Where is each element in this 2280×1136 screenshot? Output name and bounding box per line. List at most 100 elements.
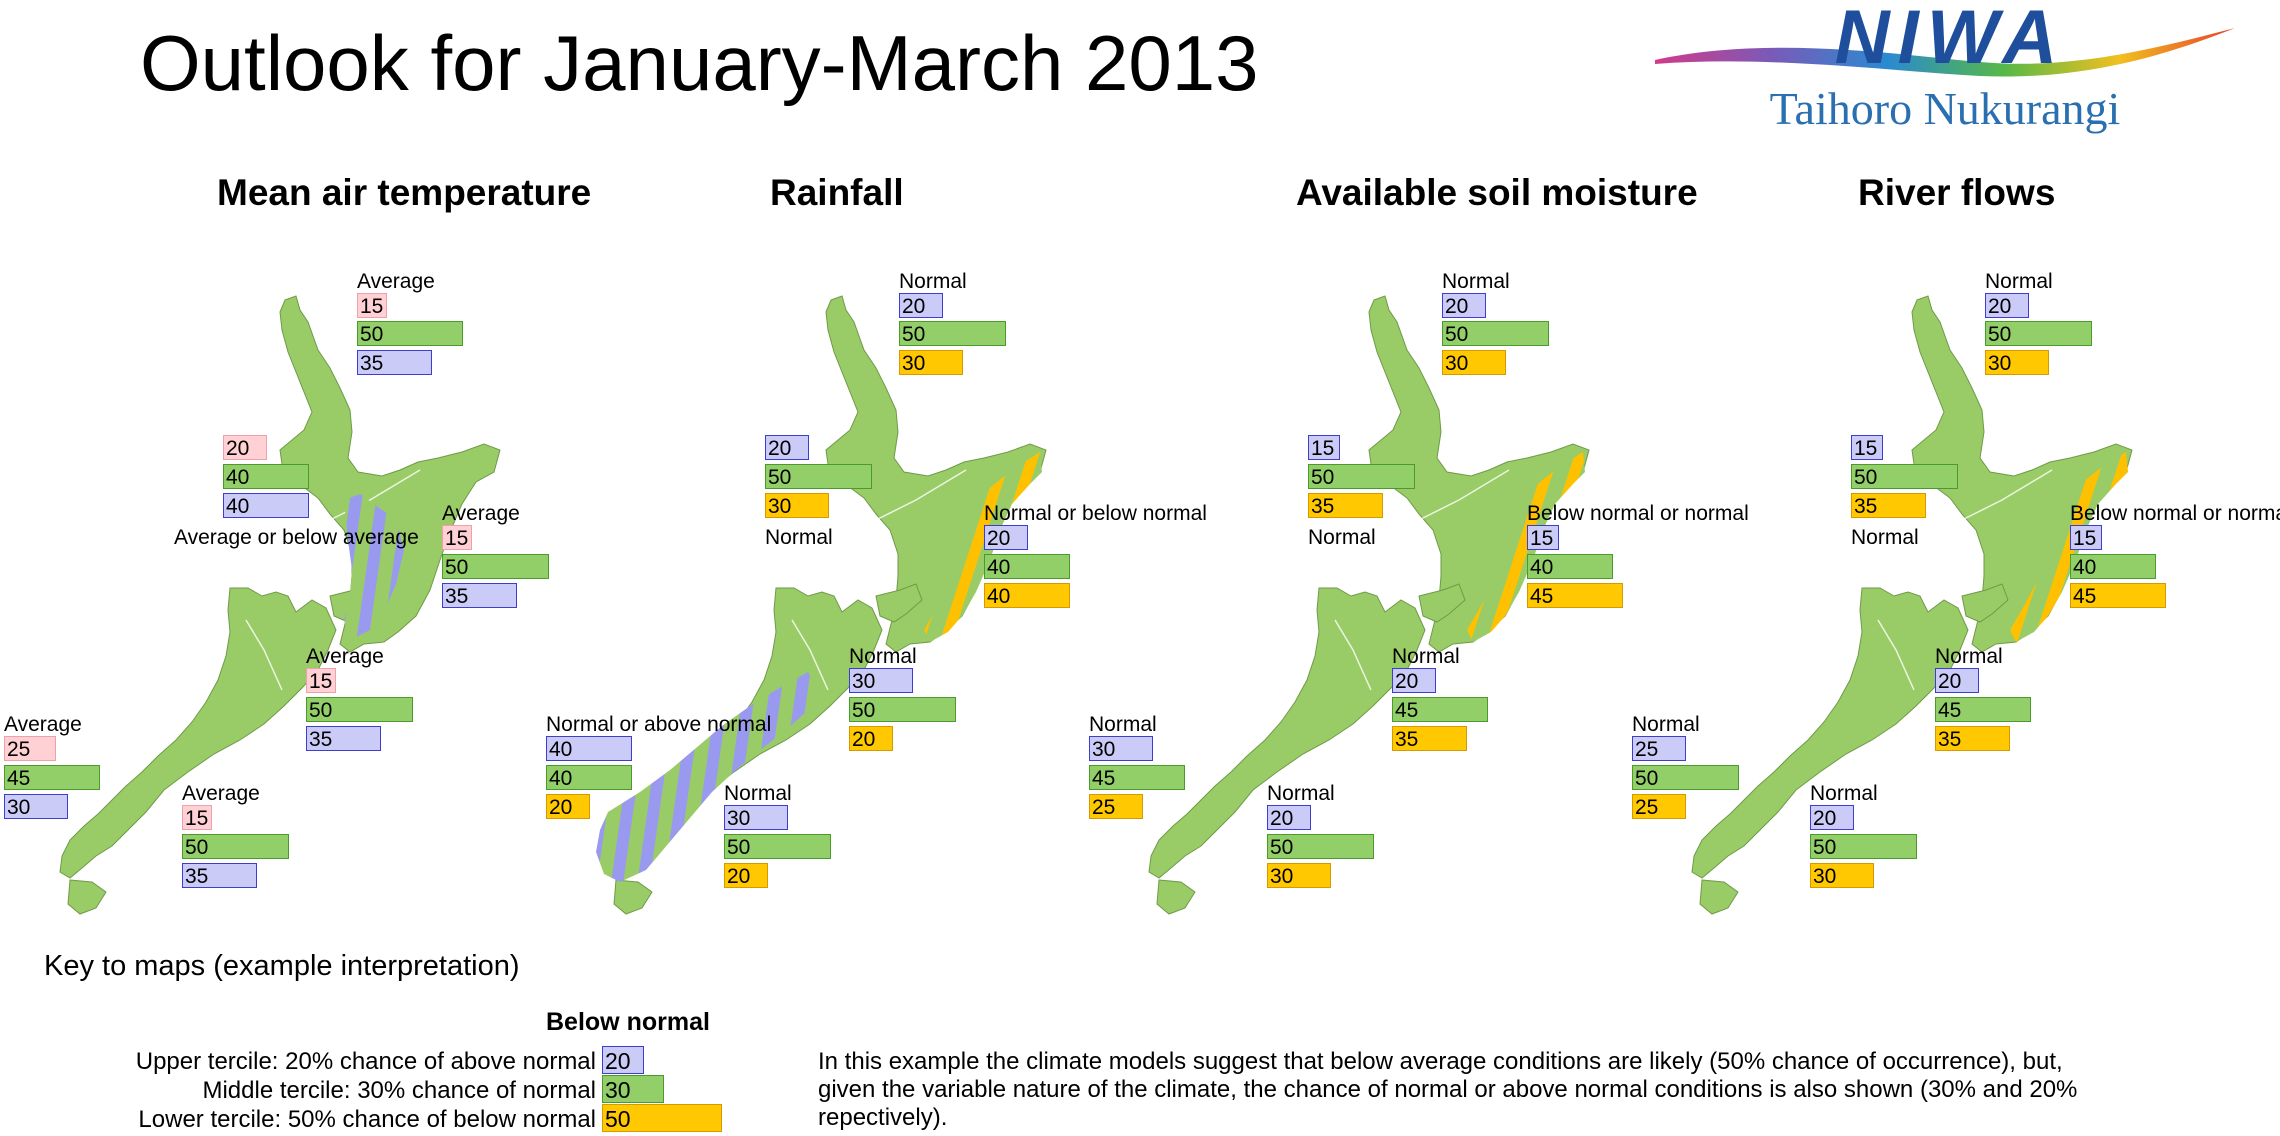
region-label: Normal bbox=[849, 645, 917, 668]
prob-normal: 40 bbox=[546, 765, 632, 790]
region-label: Normal bbox=[1851, 526, 1919, 549]
prob-above: 15 bbox=[1308, 435, 1340, 460]
key-bar-lower: 50 bbox=[602, 1104, 722, 1132]
panel-title-river-flows: River flows bbox=[1858, 172, 2056, 213]
prob-above: 15 bbox=[1527, 525, 1559, 550]
prob-below: 30 bbox=[1267, 863, 1331, 888]
prob-below: 35 bbox=[442, 583, 517, 608]
region-label: Normal bbox=[724, 782, 792, 805]
prob-above: 40 bbox=[546, 736, 632, 761]
map-river-flows bbox=[1691, 295, 2133, 915]
prob-normal: 45 bbox=[1392, 697, 1488, 722]
prob-above: 25 bbox=[4, 736, 56, 761]
prob-above: 15 bbox=[182, 805, 212, 830]
prob-normal: 50 bbox=[182, 834, 289, 859]
prob-above: 15 bbox=[306, 668, 336, 693]
region-label: Average bbox=[4, 713, 82, 736]
region-label: Average or below average bbox=[174, 526, 419, 549]
key-title: Key to maps (example interpretation) bbox=[44, 950, 520, 982]
prob-below: 45 bbox=[2070, 583, 2166, 608]
region-label: Normal bbox=[1442, 270, 1510, 293]
prob-below: 30 bbox=[1810, 863, 1874, 888]
prob-above: 20 bbox=[1267, 805, 1311, 830]
key-bar-upper: 20 bbox=[602, 1046, 644, 1074]
prob-below: 30 bbox=[1985, 350, 2049, 375]
prob-below: 35 bbox=[1308, 493, 1383, 518]
prob-normal: 45 bbox=[4, 765, 100, 790]
prob-normal: 50 bbox=[765, 464, 872, 489]
region-label: Normal bbox=[1632, 713, 1700, 736]
prob-below: 30 bbox=[765, 493, 829, 518]
prob-normal: 50 bbox=[849, 697, 956, 722]
prob-below: 35 bbox=[182, 863, 257, 888]
prob-below: 20 bbox=[849, 726, 893, 751]
prob-normal: 50 bbox=[306, 697, 413, 722]
region-label: Normal bbox=[1935, 645, 2003, 668]
prob-below: 40 bbox=[223, 493, 309, 518]
prob-above: 20 bbox=[765, 435, 809, 460]
logo-tagline: Taihoro Nukurangi bbox=[1769, 83, 2121, 134]
prob-below: 30 bbox=[1442, 350, 1506, 375]
region-label: Normal or below normal bbox=[984, 502, 1207, 525]
niwa-logo: NIWA Taihoro Nukurangi bbox=[1650, 0, 2240, 150]
prob-above: 20 bbox=[899, 293, 943, 318]
prob-below: 30 bbox=[4, 794, 68, 819]
map-temperature bbox=[59, 295, 501, 915]
prob-below: 30 bbox=[899, 350, 963, 375]
prob-below: 40 bbox=[984, 583, 1070, 608]
prob-normal: 50 bbox=[1985, 321, 2092, 346]
key-explanation: In this example the climate models sugge… bbox=[818, 1048, 2078, 1131]
prob-above: 30 bbox=[1089, 736, 1153, 761]
key-line-lower: Lower tercile: 50% chance of below norma… bbox=[138, 1106, 596, 1133]
region-label: Normal bbox=[899, 270, 967, 293]
prob-above: 30 bbox=[849, 668, 913, 693]
prob-below: 20 bbox=[546, 794, 590, 819]
region-label: Average bbox=[182, 782, 260, 805]
prob-below: 35 bbox=[1851, 493, 1926, 518]
prob-normal: 40 bbox=[2070, 554, 2156, 579]
prob-normal: 45 bbox=[1935, 697, 2031, 722]
prob-normal: 50 bbox=[1267, 834, 1374, 859]
map-soil-moisture bbox=[1148, 295, 1590, 915]
prob-above: 20 bbox=[223, 435, 267, 460]
prob-normal: 50 bbox=[724, 834, 831, 859]
region-label: Normal bbox=[1267, 782, 1335, 805]
region-label: Normal bbox=[1810, 782, 1878, 805]
map-rainfall bbox=[596, 295, 1047, 915]
prob-above: 20 bbox=[1810, 805, 1854, 830]
prob-above: 20 bbox=[1392, 668, 1436, 693]
panel-title-soil-moisture: Available soil moisture bbox=[1296, 172, 1698, 213]
key-heading: Below normal bbox=[546, 1008, 710, 1036]
prob-below: 35 bbox=[1392, 726, 1467, 751]
region-label: Normal bbox=[765, 526, 833, 549]
prob-below: 35 bbox=[357, 350, 432, 375]
panel-title-temperature: Mean air temperature bbox=[217, 172, 592, 213]
prob-below: 35 bbox=[306, 726, 381, 751]
prob-below: 35 bbox=[1935, 726, 2010, 751]
prob-normal: 45 bbox=[1089, 765, 1185, 790]
prob-above: 20 bbox=[1985, 293, 2029, 318]
key-line-upper: Upper tercile: 20% chance of above norma… bbox=[135, 1048, 596, 1075]
prob-normal: 50 bbox=[357, 321, 463, 346]
key-bar-middle: 30 bbox=[602, 1075, 664, 1103]
prob-normal: 50 bbox=[1308, 464, 1415, 489]
key-line-middle: Middle tercile: 30% chance of normal bbox=[202, 1077, 596, 1104]
prob-normal: 50 bbox=[899, 321, 1006, 346]
page-title: Outlook for January-March 2013 bbox=[140, 19, 1259, 107]
prob-above: 30 bbox=[724, 805, 788, 830]
prob-above: 20 bbox=[1442, 293, 1486, 318]
prob-normal: 50 bbox=[1632, 765, 1739, 790]
prob-below: 45 bbox=[1527, 583, 1623, 608]
panel-title-rainfall: Rainfall bbox=[770, 172, 904, 213]
region-label: Normal bbox=[1308, 526, 1376, 549]
prob-below: 20 bbox=[724, 863, 768, 888]
prob-normal: 50 bbox=[1851, 464, 1958, 489]
prob-below: 25 bbox=[1632, 794, 1686, 819]
region-label: Below normal or normal bbox=[2070, 502, 2280, 525]
prob-normal: 50 bbox=[1810, 834, 1917, 859]
prob-above: 20 bbox=[984, 525, 1028, 550]
prob-normal: 50 bbox=[442, 554, 549, 579]
prob-above: 20 bbox=[1935, 668, 1979, 693]
prob-below: 25 bbox=[1089, 794, 1143, 819]
